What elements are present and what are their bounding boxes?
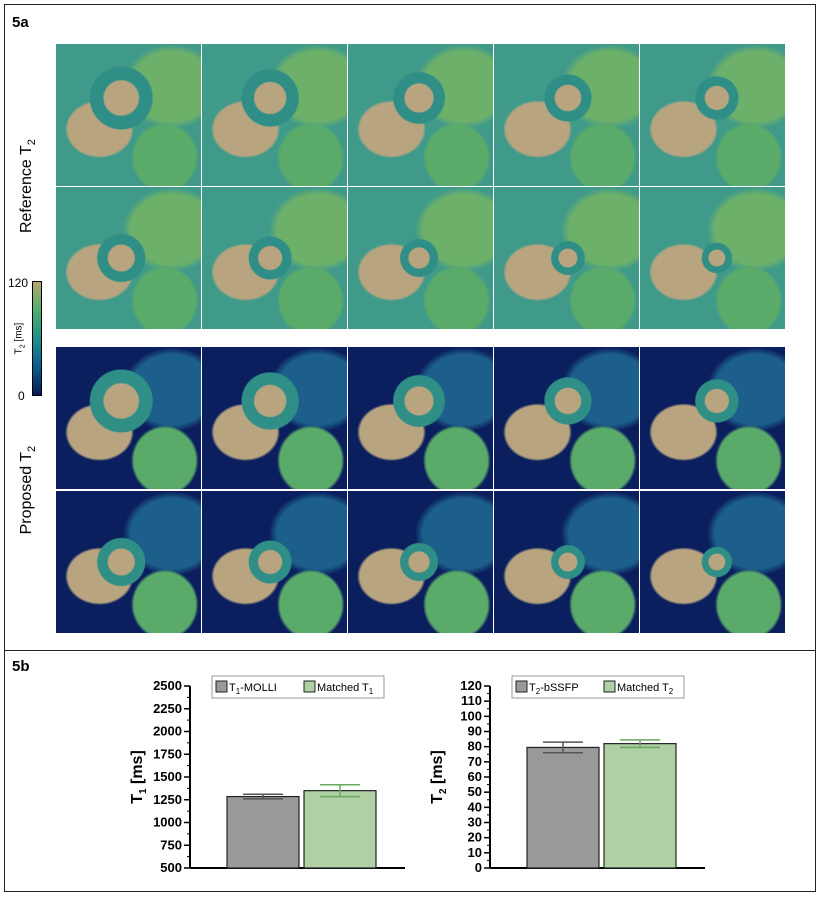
y-tick-label: 50: [468, 784, 482, 799]
proposed-t2-map-tile: [348, 491, 493, 633]
colorbar-label: T2 [ms]: [13, 322, 27, 355]
legend-swatch: [515, 680, 528, 693]
y-tick-label: 750: [160, 837, 182, 852]
proposed-t2-map-tile: [56, 491, 201, 633]
figure-border: [4, 4, 816, 892]
colorbar-max: 120: [8, 276, 29, 290]
y-tick-label: 500: [160, 860, 182, 875]
reference-t2-map-tile: [494, 44, 639, 186]
y-tick-label: 70: [468, 754, 482, 769]
y-tick-label: 90: [468, 724, 482, 739]
panel-a-label: 5a: [12, 14, 29, 31]
legend-label: Matched T2: [617, 682, 674, 696]
y-axis-label: T2 [ms]: [429, 750, 449, 804]
proposed-t2-map-tile: [348, 347, 493, 489]
row-label-reference: Reference T2: [17, 139, 39, 234]
reference-t2-map-tile: [640, 44, 785, 186]
reference-t2-map-tile: [348, 187, 493, 329]
proposed-t2-map-tile: [202, 347, 347, 489]
row-label-proposed: Proposed T2: [17, 445, 39, 535]
legend-swatch: [303, 680, 316, 693]
bar-matched-t2: [603, 743, 677, 869]
y-tick-label: 1750: [153, 746, 182, 761]
bar-t1-molli: [226, 795, 300, 869]
y-tick-label: 2500: [153, 678, 182, 693]
legend-swatch: [215, 680, 228, 693]
legend-box: [511, 675, 685, 699]
colorbar: [32, 281, 42, 396]
y-tick-label: 100: [460, 708, 482, 723]
reference-t2-map-tile: [56, 187, 201, 329]
y-tick-label: 1500: [153, 769, 182, 784]
y-tick-label: 80: [468, 739, 482, 754]
reference-t2-map-tile: [348, 44, 493, 186]
y-tick-label: 1000: [153, 815, 182, 830]
y-tick-label: 120: [460, 678, 482, 693]
reference-t2-map-tile: [202, 44, 347, 186]
reference-t2-map-tile: [640, 187, 785, 329]
colorbar-min: 0: [18, 389, 25, 403]
legend-label: T1-MOLLI: [229, 682, 277, 696]
y-tick-label: 20: [468, 830, 482, 845]
y-tick-label: 0: [475, 860, 482, 875]
y-tick-label: 10: [468, 845, 482, 860]
legend-label: Matched T1: [317, 682, 374, 696]
y-tick-label: 110: [461, 693, 482, 708]
t1-bar-chart: 500 750 1000 1250 1500 1750 2000 2250 2500 T1 [ms…: [129, 675, 405, 875]
proposed-t2-map-tile: [640, 491, 785, 633]
proposed-t2-map-tile: [494, 491, 639, 633]
y-tick-label: 60: [468, 769, 482, 784]
proposed-t2-map-tile: [56, 347, 201, 489]
reference-t2-map-tile: [494, 187, 639, 329]
legend-swatch: [603, 680, 616, 693]
y-tick-label: 40: [468, 799, 482, 814]
reference-t2-map-tile: [56, 44, 201, 186]
y-tick-label: 30: [468, 815, 482, 830]
proposed-t2-map-tile: [202, 491, 347, 633]
reference-t2-map-tile: [202, 187, 347, 329]
y-axis-label: T1 [ms]: [129, 750, 149, 804]
y-tick-label: 1250: [153, 792, 182, 807]
panel-divider: [4, 650, 816, 651]
y-tick-label: 2000: [153, 724, 182, 739]
bar-matched-t1: [303, 790, 377, 869]
panel-b-label: 5b: [12, 658, 30, 675]
bar-t2-bssfp: [526, 746, 600, 869]
proposed-t2-map-tile: [640, 347, 785, 489]
proposed-t2-map-tile: [494, 347, 639, 489]
y-tick-label: 2250: [153, 701, 182, 716]
legend-label: T2-bSSFP: [529, 682, 579, 696]
legend-box: [211, 675, 385, 699]
